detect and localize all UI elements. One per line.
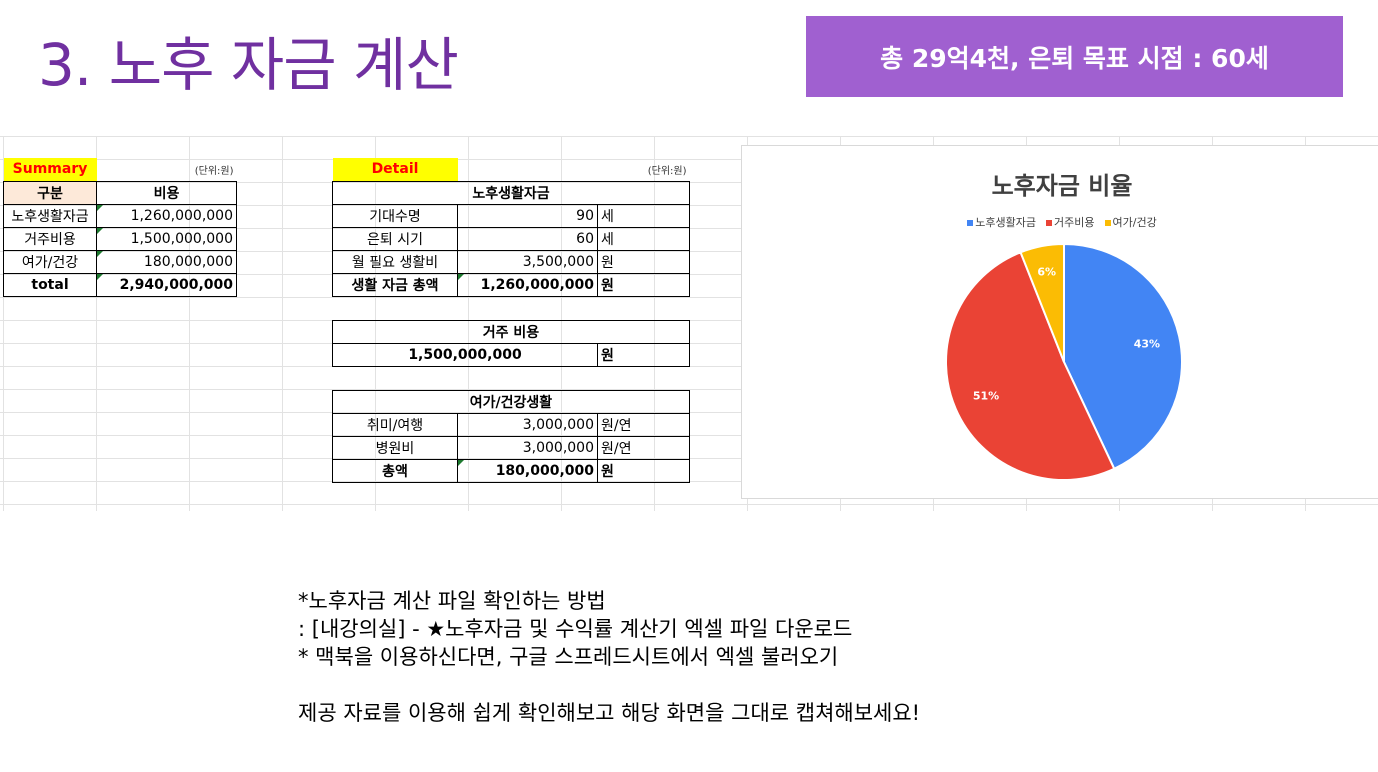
leisure-row-unit: 원/연 <box>596 436 691 460</box>
leisure-total-name: 총액 <box>332 459 458 483</box>
legend-item: 노후생활자금 <box>967 214 1036 230</box>
instructions: *노후자금 계산 파일 확인하는 방법 : [내강의실] - ★노후자금 및 수… <box>298 587 920 727</box>
leisure-row-unit: 원/연 <box>596 413 691 437</box>
summary-row-value: 1,500,000,000 <box>96 226 237 251</box>
pie-slice-2[interactable] <box>945 250 1116 481</box>
pie-data-label-2: 51% <box>973 390 999 403</box>
pie-data-label-1: 43% <box>1134 337 1160 350</box>
leisure-row-value: 3,000,000 <box>457 413 598 437</box>
note-line-2: : [내강의실] - ★노후자금 및 수익률 계산기 엑셀 파일 다운로드 <box>298 617 853 641</box>
legend-swatch <box>1104 220 1111 226</box>
pie-slice-3[interactable] <box>1019 242 1065 363</box>
summary-total-value: 2,940,000,000 <box>96 272 237 297</box>
leisure-row-name: 취미/여행 <box>332 413 458 437</box>
housing-header: 거주 비용 <box>332 320 690 344</box>
detail-unit: (단위:원) <box>647 165 687 177</box>
living-row-value: 3,500,000 <box>457 249 598 274</box>
living-row-unit: 세 <box>597 203 690 228</box>
summary-col-category: 구분 <box>3 180 97 205</box>
summary-unit: (단위:원) <box>194 165 234 177</box>
legend-label: 여가/건강 <box>1112 216 1157 229</box>
legend-label: 노후생활자금 <box>975 216 1037 229</box>
living-total-value: 1,260,000,000 <box>457 272 598 297</box>
note-line-3: * 맥북을 이용하신다면, 구글 스프레드시트에서 엑셀 불러오기 <box>298 645 839 669</box>
legend-item: 거주비용 <box>1046 214 1095 230</box>
detail-label: Detail <box>332 158 458 181</box>
pie-data-label-3: 6% <box>1037 266 1056 279</box>
detail-leisure-table: 여가/건강생활 취미/여행 3,000,000 원/연 병원비 3,000,00… <box>331 390 691 483</box>
summary-row-name: 여가/건강 <box>3 249 97 274</box>
summary-col-cost: 비용 <box>96 180 237 205</box>
chart-legend: 노후생활자금 거주비용 여가/건강 <box>742 214 1378 230</box>
chart-title: 노후자금 비율 <box>991 172 1133 200</box>
leisure-header: 여가/건강생활 <box>331 390 691 414</box>
legend-swatch <box>967 220 974 226</box>
slide-title: 3. 노후 자금 계산 <box>38 31 459 99</box>
legend-swatch <box>1046 220 1053 226</box>
leisure-row-value: 3,000,000 <box>457 436 598 460</box>
summary-total-label: total <box>3 272 97 297</box>
living-row-name: 월 필요 생활비 <box>332 249 458 274</box>
summary-row-value: 180,000,000 <box>96 249 237 274</box>
living-row-value: 60 <box>457 226 598 251</box>
living-row-unit: 세 <box>597 226 690 251</box>
note-line-1: *노후자금 계산 파일 확인하는 방법 <box>298 589 606 613</box>
living-row-name: 은퇴 시기 <box>332 226 458 251</box>
detail-housing-table: 거주 비용 1,500,000,000 원 <box>332 320 690 367</box>
pie-slice-1[interactable] <box>1063 242 1183 471</box>
goal-banner: 총 29억4천, 은퇴 목표 시점 : 60세 <box>806 16 1343 97</box>
summary-row-value: 1,260,000,000 <box>96 203 237 228</box>
leisure-total-value: 180,000,000 <box>457 459 598 483</box>
legend-item: 여가/건강 <box>1104 214 1157 230</box>
living-total-unit: 원 <box>597 272 690 297</box>
detail-living-table: Detail (단위:원) 노후생활자금 기대수명 90 세 은퇴 시기 60 … <box>332 158 690 297</box>
living-row-name: 기대수명 <box>332 203 458 228</box>
note-line-4: 제공 자료를 이용해 쉽게 확인해보고 해당 화면을 그대로 캡쳐해보세요! <box>298 701 921 725</box>
summary-row-name: 노후생활자금 <box>3 203 97 228</box>
living-header: 노후생활자금 <box>332 180 690 205</box>
housing-unit: 원 <box>597 343 690 367</box>
summary-table: Summary (단위:원) 구분 비용 노후생활자금 1,260,000,00… <box>3 158 237 297</box>
pie-svg: 43% 51% 6% <box>945 242 1183 481</box>
pie-chart[interactable]: 노후자금 비율 노후생활자금 거주비용 여가/건강 43% 51% 6% <box>741 145 1378 499</box>
summary-row-name: 거주비용 <box>3 226 97 251</box>
living-row-value: 90 <box>457 203 598 228</box>
living-row-unit: 원 <box>597 249 690 274</box>
summary-label: Summary <box>3 158 97 181</box>
legend-label: 거주비용 <box>1054 216 1095 229</box>
leisure-total-unit: 원 <box>596 459 691 483</box>
housing-value: 1,500,000,000 <box>332 343 598 367</box>
leisure-row-name: 병원비 <box>332 436 458 460</box>
living-total-name: 생활 자금 총액 <box>332 272 458 297</box>
